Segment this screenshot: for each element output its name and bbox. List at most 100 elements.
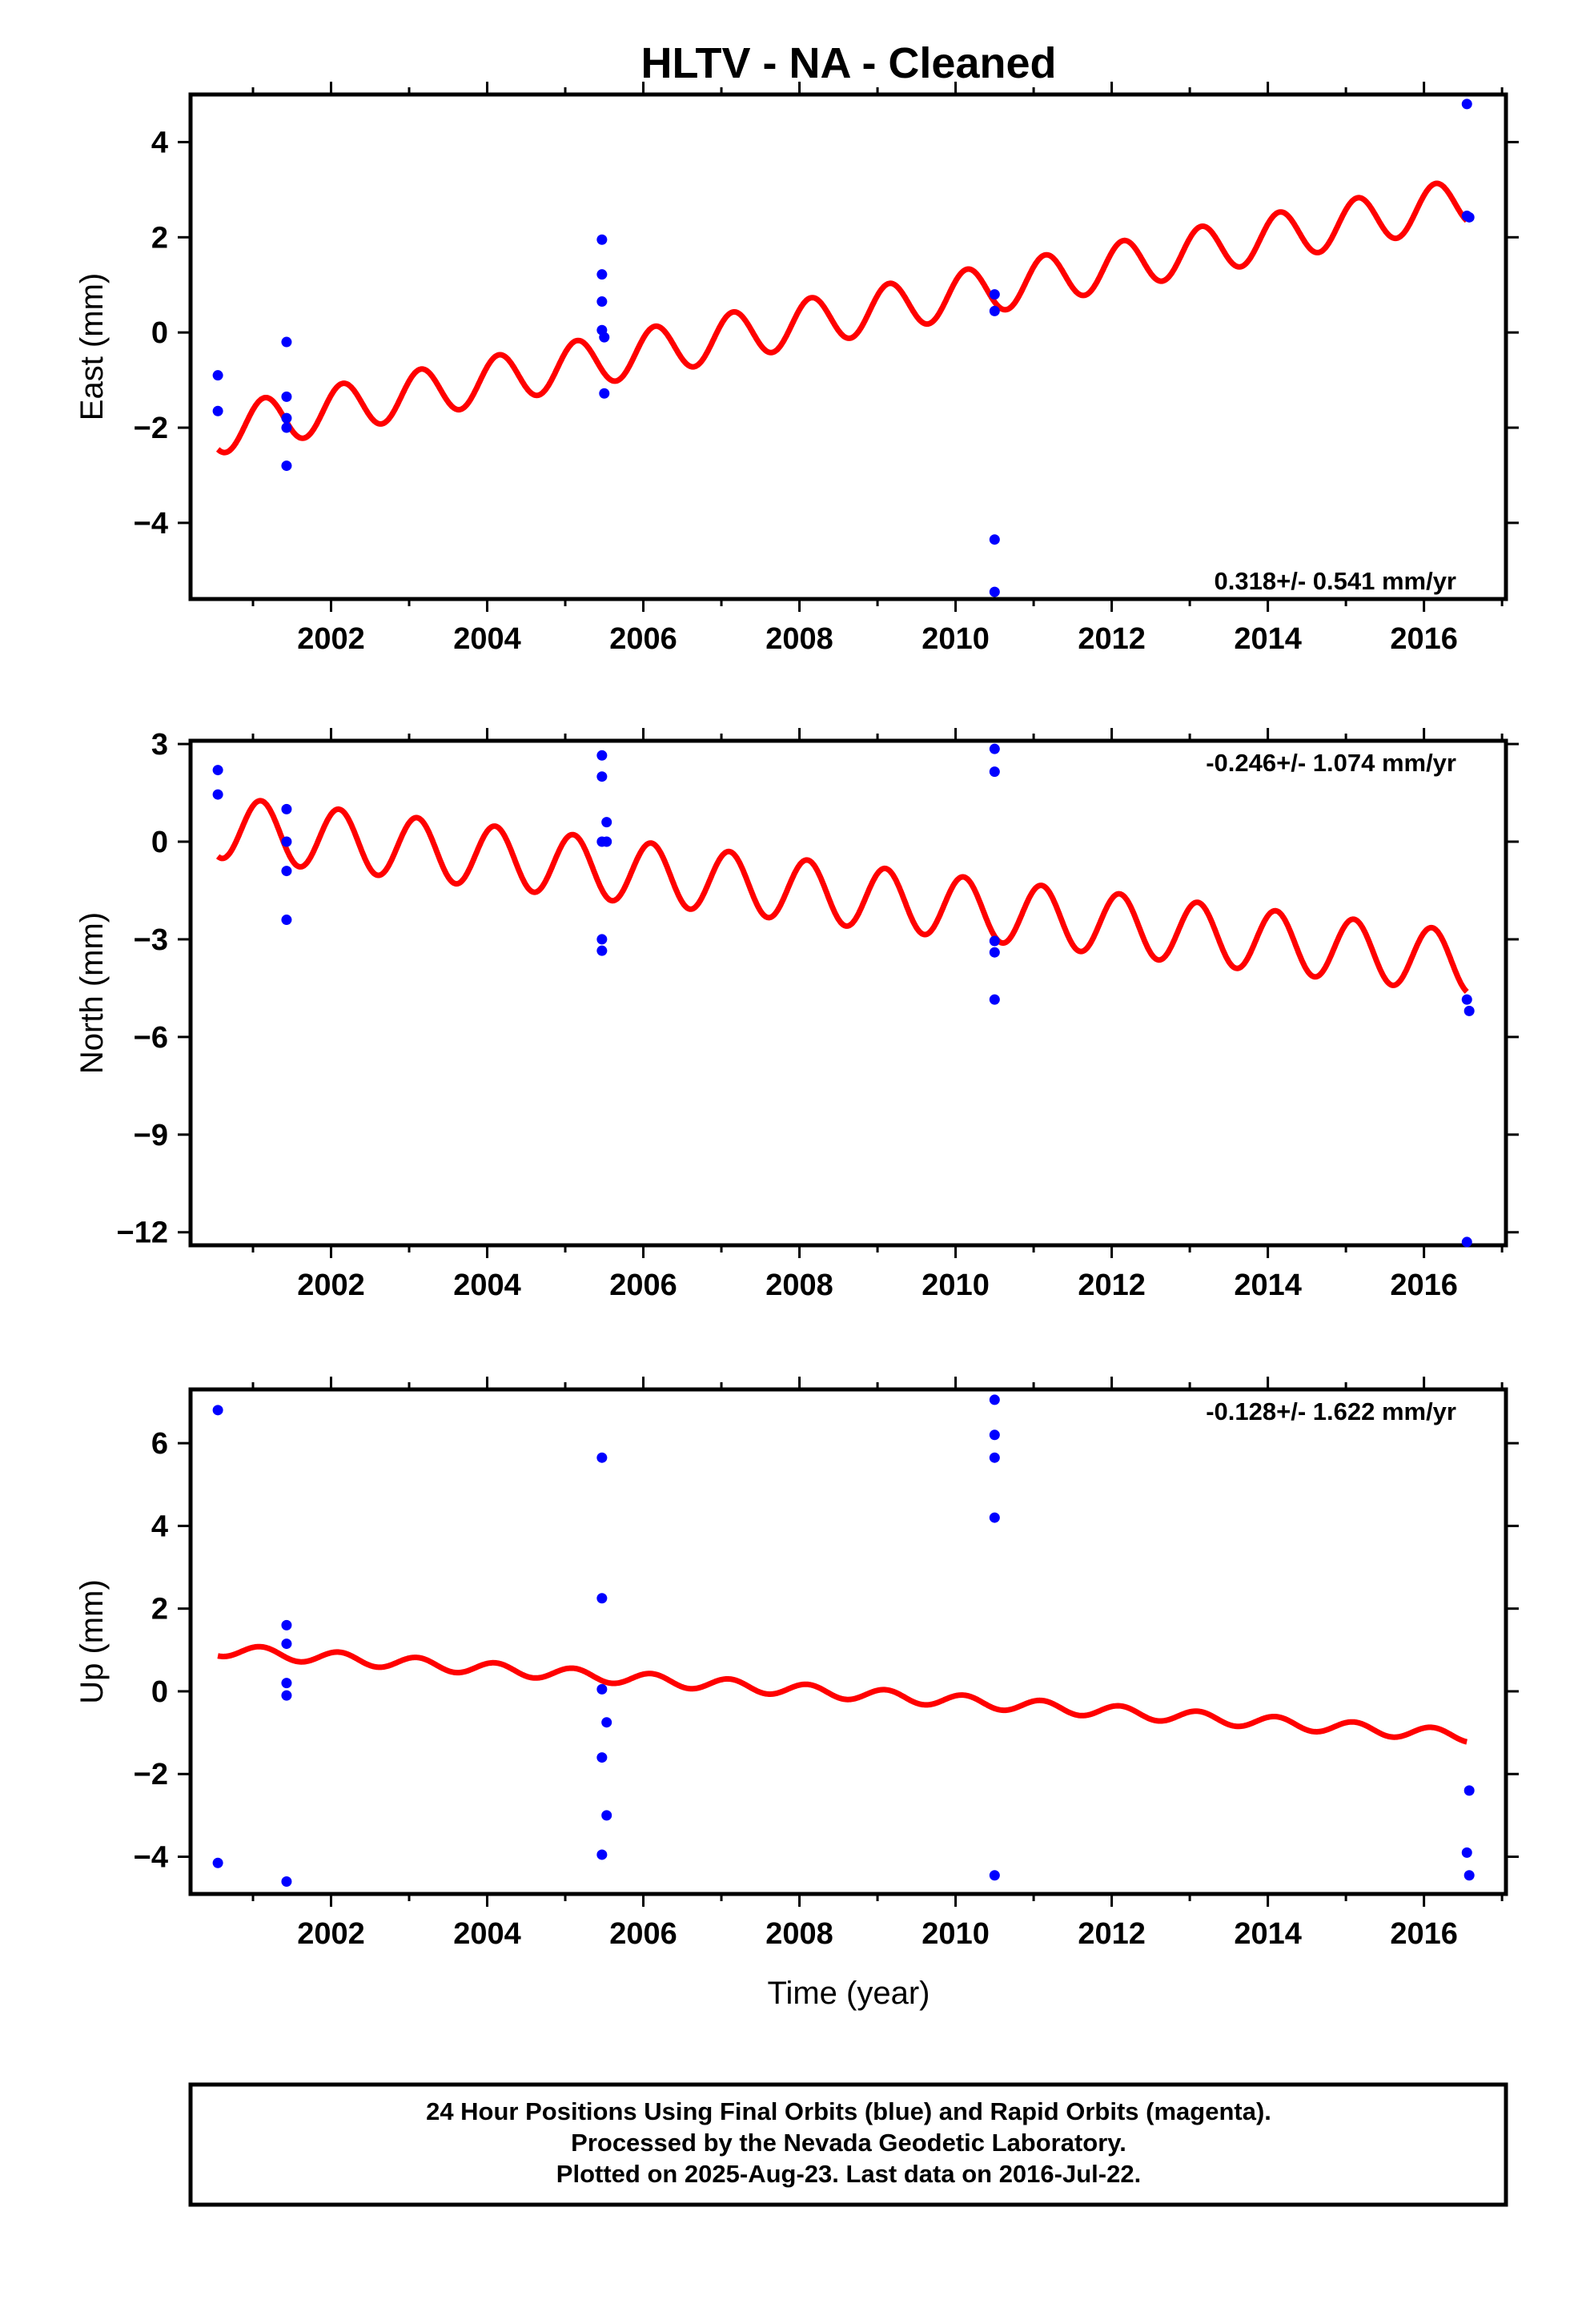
east-x-tick-label: 2010 bbox=[921, 622, 990, 656]
up-data-point bbox=[1461, 1847, 1472, 1858]
east-x-tick-label: 2006 bbox=[609, 622, 677, 656]
east-rate-label: 0.318+/- 0.541 mm/yr bbox=[1215, 567, 1456, 595]
up-x-tick-label: 2006 bbox=[609, 1917, 677, 1951]
north-data-point bbox=[1464, 1005, 1475, 1016]
north-rate-label: -0.246+/- 1.074 mm/yr bbox=[1206, 749, 1456, 777]
north-data-point bbox=[281, 866, 292, 877]
north-x-tick-label: 2016 bbox=[1390, 1269, 1458, 1302]
north-x-tick-label: 2006 bbox=[609, 1269, 677, 1302]
up-y-tick-label: 0 bbox=[151, 1675, 168, 1709]
east-x-tick-label: 2002 bbox=[297, 622, 365, 656]
north-data-point bbox=[596, 934, 608, 945]
east-y-axis-label: East (mm) bbox=[74, 273, 110, 420]
up-x-tick-label: 2014 bbox=[1234, 1917, 1302, 1951]
east-panel: 2002 2004 2006 2008 2010 2012 2014 2016 −4 −2 0 2 4 E… bbox=[74, 82, 1519, 656]
footer-line-2: Processed by the Nevada Geodetic Laborat… bbox=[571, 2129, 1126, 2157]
footer-frame bbox=[188, 2082, 1508, 2207]
up-y-axis-label: Up (mm) bbox=[74, 1579, 110, 1704]
north-data-point bbox=[596, 945, 608, 956]
east-data-point bbox=[1461, 99, 1472, 110]
up-plot-frame bbox=[188, 1387, 1508, 1896]
footer-line-3: Plotted on 2025-Aug-23. Last data on 201… bbox=[556, 2160, 1141, 2188]
up-rate-label: -0.128+/- 1.622 mm/yr bbox=[1206, 1397, 1456, 1425]
east-data-point bbox=[1464, 211, 1475, 223]
north-model-curve bbox=[215, 798, 1469, 995]
north-x-tick-label: 2008 bbox=[765, 1269, 833, 1302]
up-data-point bbox=[281, 1619, 292, 1630]
east-data-point bbox=[596, 234, 608, 245]
north-plot-frame bbox=[188, 738, 1508, 1248]
north-data-point bbox=[601, 836, 612, 847]
east-y-tick-label: 4 bbox=[151, 126, 168, 159]
up-data-point bbox=[281, 1638, 292, 1650]
north-y-tick-label: −12 bbox=[117, 1216, 168, 1250]
east-data-point bbox=[989, 586, 1000, 597]
east-model-curve bbox=[215, 180, 1469, 456]
east-x-tick-label: 2016 bbox=[1390, 622, 1458, 656]
east-y-tick-label: 2 bbox=[151, 221, 168, 255]
up-panel: 2002 2004 2006 2008 2010 2012 2014 2016 −4 −2 0 2 4 6… bbox=[74, 1377, 1519, 1951]
figure-title: HLTV - NA - Cleaned bbox=[640, 39, 1056, 87]
east-x-tick-label: 2008 bbox=[765, 622, 833, 656]
north-data-point bbox=[1461, 1236, 1472, 1248]
north-x-tick-label: 2004 bbox=[453, 1269, 521, 1302]
up-y-tick-label: −4 bbox=[134, 1841, 168, 1875]
up-x-tick-label: 2002 bbox=[297, 1917, 365, 1951]
east-y-tick-label: −4 bbox=[134, 507, 168, 541]
north-data-point bbox=[281, 915, 292, 926]
east-data-point bbox=[989, 289, 1000, 300]
north-y-tick-label: −9 bbox=[134, 1119, 168, 1152]
north-panel: 2002 2004 2006 2008 2010 2012 2014 2016 −12 −9 −6 −… bbox=[74, 728, 1519, 1302]
east-data-point bbox=[596, 296, 608, 308]
up-data-point bbox=[601, 1810, 612, 1821]
north-data-point bbox=[281, 803, 292, 814]
north-data-point bbox=[989, 935, 1000, 947]
north-data-point bbox=[212, 765, 223, 776]
north-data-point bbox=[989, 743, 1000, 754]
east-data-point bbox=[212, 405, 223, 416]
north-data-point bbox=[989, 766, 1000, 778]
north-data-point bbox=[601, 817, 612, 828]
east-data-point bbox=[281, 391, 292, 402]
north-y-tick-label: −6 bbox=[134, 1021, 168, 1055]
up-model-curve bbox=[215, 1643, 1469, 1745]
north-data-point bbox=[1461, 994, 1472, 1005]
up-data-point bbox=[601, 1717, 612, 1728]
up-y-tick-label: 6 bbox=[151, 1427, 168, 1461]
up-data-point bbox=[989, 1394, 1000, 1405]
east-y-tick-label: −2 bbox=[134, 412, 168, 445]
up-data-point bbox=[989, 1870, 1000, 1881]
footer-line-1: 24 Hour Positions Using Final Orbits (bl… bbox=[426, 2097, 1271, 2125]
east-data-point bbox=[599, 332, 610, 343]
east-plot-frame bbox=[188, 92, 1508, 601]
up-data-point bbox=[281, 1690, 292, 1701]
up-data-point bbox=[212, 1405, 223, 1416]
up-x-tick-label: 2004 bbox=[453, 1917, 521, 1951]
east-data-point bbox=[281, 422, 292, 433]
north-y-tick-label: −3 bbox=[134, 923, 168, 957]
up-data-point bbox=[1464, 1870, 1475, 1881]
east-data-point bbox=[281, 460, 292, 472]
north-x-tick-label: 2012 bbox=[1078, 1269, 1146, 1302]
up-y-tick-label: 4 bbox=[151, 1510, 168, 1543]
up-data-point bbox=[596, 1593, 608, 1604]
north-data-point bbox=[989, 947, 1000, 958]
north-y-axis-label: North (mm) bbox=[74, 912, 110, 1074]
east-data-point bbox=[989, 305, 1000, 316]
up-data-point bbox=[281, 1678, 292, 1689]
north-data-point bbox=[212, 789, 223, 800]
north-data-point bbox=[596, 771, 608, 782]
east-x-tick-label: 2004 bbox=[453, 622, 521, 656]
up-data-point bbox=[1464, 1785, 1475, 1796]
up-data-point bbox=[989, 1512, 1000, 1523]
north-y-tick-label: 3 bbox=[151, 728, 168, 762]
up-x-tick-label: 2016 bbox=[1390, 1917, 1458, 1951]
x-axis-label: Time (year) bbox=[768, 1976, 930, 2011]
north-y-tick-label: 0 bbox=[151, 826, 168, 859]
north-x-tick-label: 2010 bbox=[921, 1269, 990, 1302]
footer-box: 24 Hour Positions Using Final Orbits (bl… bbox=[188, 2082, 1508, 2207]
up-x-tick-label: 2010 bbox=[921, 1917, 990, 1951]
up-data-point bbox=[989, 1429, 1000, 1441]
north-data-point bbox=[281, 836, 292, 847]
